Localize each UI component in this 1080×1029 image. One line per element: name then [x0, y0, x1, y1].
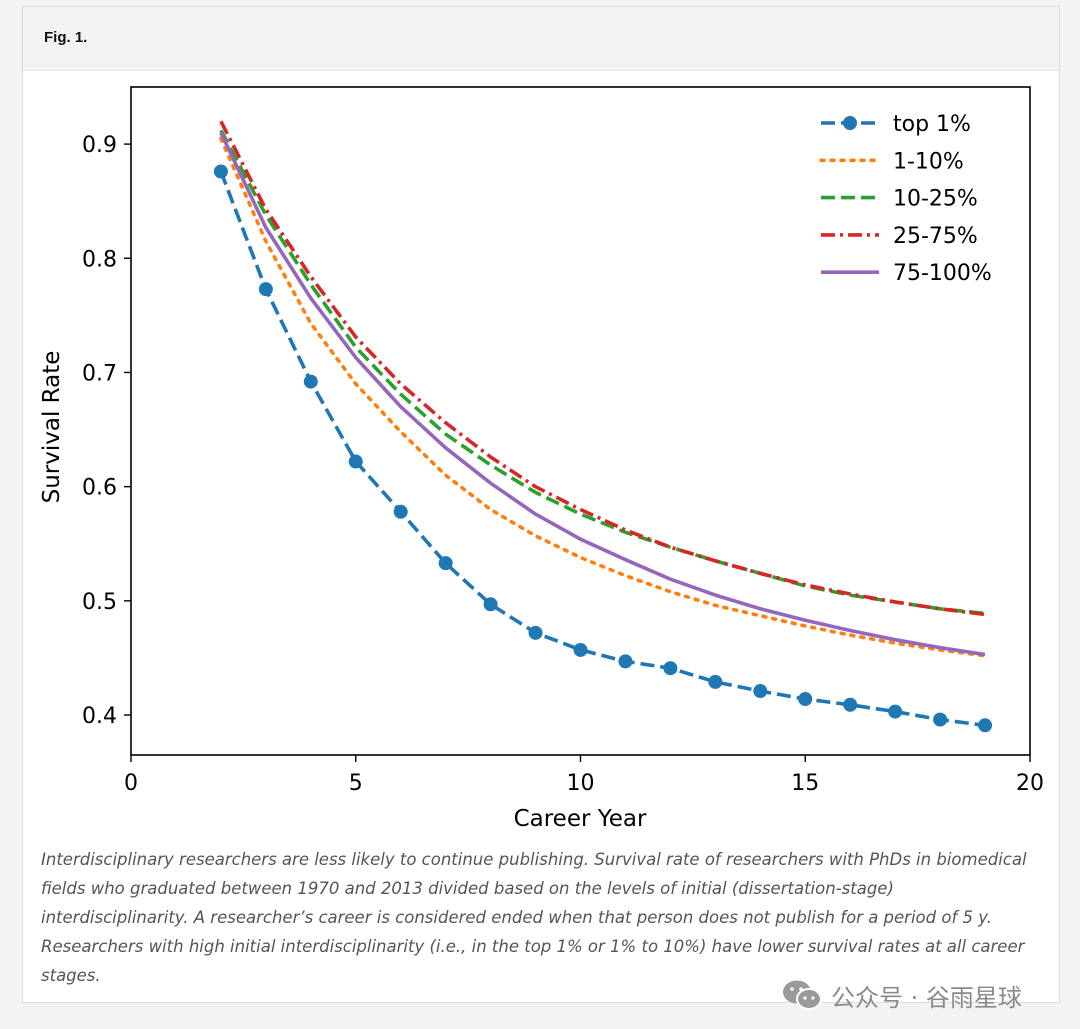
watermark-text: 公众号 · 谷雨星球: [831, 983, 1022, 1012]
y-tick-label: 0.8: [82, 247, 117, 272]
legend-label: top 1%: [893, 112, 971, 137]
series-line-10-25%: [219, 129, 986, 616]
data-point-top 1%: [573, 642, 588, 657]
figure-header: Fig. 1.: [23, 7, 1059, 71]
figure-caption: Interdisciplinary researchers are less l…: [41, 850, 1027, 985]
data-point-top 1%: [618, 654, 633, 669]
legend-label: 1-10%: [893, 149, 964, 174]
data-point-top 1%: [663, 661, 678, 676]
data-point-top 1%: [393, 504, 408, 519]
y-axis-label: Survival Rate: [39, 351, 65, 504]
survival-rate-chart: 0 5 10 15 20 0.4 0.5 0.6 0.7 0.8 0.9 top 1% 1-10% 10…: [39, 86, 1044, 832]
data-point-top 1%: [483, 597, 498, 612]
series-line-25-75%: [219, 120, 986, 617]
data-point-top 1%: [888, 704, 903, 719]
series-line-1-10%: [219, 136, 987, 658]
y-tick-label: 0.4: [82, 704, 117, 729]
x-tick-label: 5: [349, 771, 363, 796]
data-point-top 1%: [798, 692, 813, 707]
data-point-top 1%: [708, 674, 723, 689]
legend-label: 75-100%: [893, 261, 992, 286]
data-point-top 1%: [978, 718, 993, 733]
y-tick-label: 0.9: [82, 133, 117, 158]
data-point-top 1%: [843, 697, 858, 712]
figure-label: Fig. 1.: [44, 29, 88, 46]
y-tick-label: 0.5: [82, 590, 117, 615]
watermark: 公众号 · 谷雨星球: [781, 975, 1022, 1015]
figure-card: Fig. 1. 0 5 10 15 20 0.4 0.5 0.6 0.7 0.8 0.9 top 1…: [22, 6, 1060, 1012]
x-axis-label: Career Year: [514, 806, 647, 832]
x-tick-label: 15: [791, 771, 819, 796]
x-tick-label: 10: [567, 771, 595, 796]
x-tick-label: 0: [124, 771, 138, 796]
series-line-top 1%: [219, 170, 986, 728]
series-line-75-100%: [219, 131, 986, 657]
legend-label: 25-75%: [893, 224, 978, 249]
data-point-top 1%: [933, 712, 948, 727]
data-point-top 1%: [303, 374, 318, 389]
data-point-top 1%: [258, 282, 273, 297]
data-point-top 1%: [528, 625, 543, 640]
data-point-top 1%: [213, 164, 228, 179]
data-point-top 1%: [438, 556, 453, 571]
legend-label: 10-25%: [893, 187, 978, 212]
y-tick-label: 0.6: [82, 476, 117, 501]
wechat-icon: [783, 980, 822, 1010]
y-tick-label: 0.7: [82, 361, 117, 386]
x-tick-label: 20: [1016, 771, 1044, 796]
legend-marker: [843, 116, 857, 130]
data-point-top 1%: [753, 684, 768, 699]
data-point-top 1%: [348, 454, 363, 469]
